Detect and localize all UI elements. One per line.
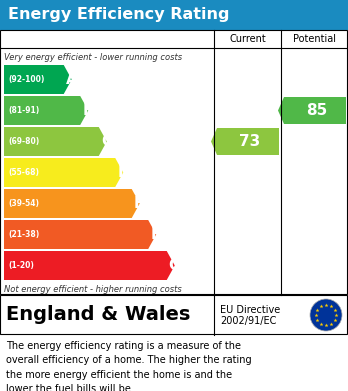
Text: Potential: Potential (293, 34, 336, 44)
Text: E: E (134, 196, 144, 211)
Polygon shape (4, 65, 72, 94)
Circle shape (310, 299, 342, 331)
Polygon shape (4, 127, 107, 156)
Text: (92-100): (92-100) (8, 75, 45, 84)
Text: (81-91): (81-91) (8, 106, 39, 115)
Text: (55-68): (55-68) (8, 168, 39, 177)
Text: The energy efficiency rating is a measure of the
overall efficiency of a home. T: The energy efficiency rating is a measur… (6, 341, 252, 391)
Bar (0, 0, 348, 30)
Bar (0, 30, 347, 294)
Text: A: A (66, 72, 78, 87)
Text: (21-38): (21-38) (8, 230, 39, 239)
Text: F: F (150, 227, 160, 242)
Polygon shape (4, 220, 156, 249)
Polygon shape (4, 96, 88, 125)
Text: (69-80): (69-80) (8, 137, 39, 146)
Text: G: G (169, 258, 181, 273)
Text: 85: 85 (306, 103, 327, 118)
Polygon shape (4, 158, 123, 187)
Polygon shape (211, 128, 279, 155)
Text: 2002/91/EC: 2002/91/EC (220, 316, 276, 326)
Text: (1-20): (1-20) (8, 261, 34, 270)
Text: Energy Efficiency Rating: Energy Efficiency Rating (8, 7, 229, 23)
Text: Not energy efficient - higher running costs: Not energy efficient - higher running co… (4, 285, 182, 294)
Polygon shape (4, 251, 175, 280)
Text: 73: 73 (239, 134, 261, 149)
Text: Current: Current (229, 34, 266, 44)
Text: D: D (117, 165, 130, 180)
Text: C: C (101, 134, 112, 149)
Text: England & Wales: England & Wales (6, 305, 190, 325)
Bar (0, 295, 347, 334)
Polygon shape (278, 97, 346, 124)
Text: EU Directive: EU Directive (220, 305, 280, 315)
Text: Very energy efficient - lower running costs: Very energy efficient - lower running co… (4, 54, 182, 63)
Polygon shape (4, 189, 140, 218)
Text: (39-54): (39-54) (8, 199, 39, 208)
Text: B: B (82, 103, 94, 118)
